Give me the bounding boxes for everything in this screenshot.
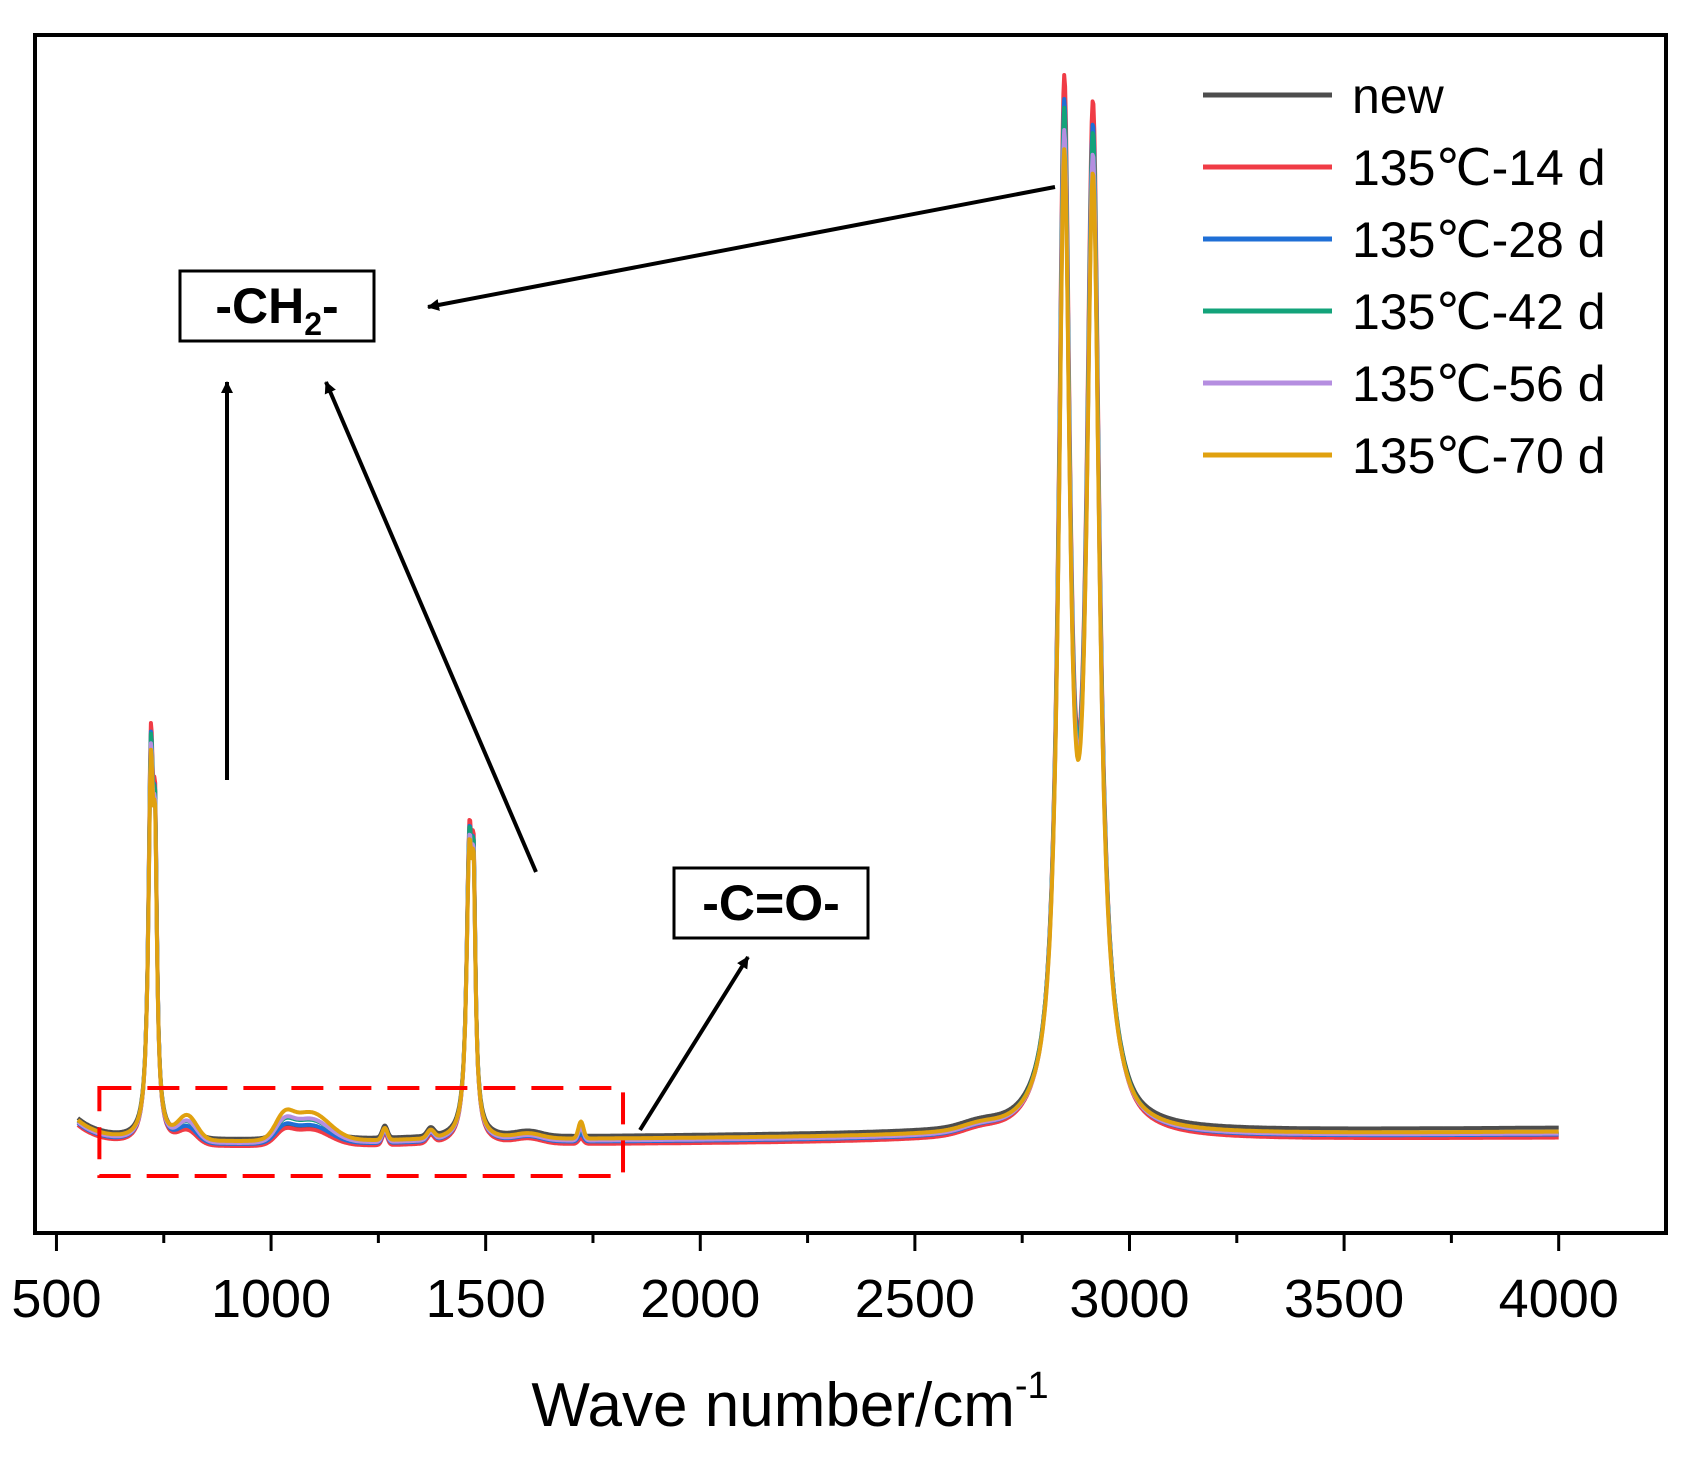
legend-label-5: 135℃-70 d (1352, 428, 1606, 484)
series-line-3 (76, 105, 1560, 1144)
x-tick-label-3000: 3000 (1069, 1269, 1189, 1329)
arrow-1462-to-ch2 (324, 381, 538, 873)
arrow-1720-to-co (638, 955, 750, 1132)
x-tick-label-3500: 3500 (1284, 1269, 1404, 1329)
x-axis-title: Wave number/cm-1 (531, 1365, 1048, 1440)
legend-label-4: 135℃-56 d (1352, 356, 1606, 412)
ch2-label: -CH2- (215, 278, 338, 342)
x-tick-label-4000: 4000 (1499, 1269, 1619, 1329)
plot-frame (33, 33, 1668, 1235)
ch2-label-main: -CH (215, 278, 304, 334)
ch2-label-tail: - (322, 278, 339, 334)
legend: new 135℃-14 d 135℃-28 d 135℃-42 d 135℃-56 d 1… (1203, 68, 1606, 484)
co-label-box (672, 866, 870, 940)
ch2-annotation: -CH2- (178, 269, 376, 343)
legend-label-1: 135℃-14 d (1352, 140, 1606, 196)
legend-label-0: new (1352, 68, 1445, 124)
ch2-label-box (178, 269, 376, 343)
arrow-2848-to-ch2 (427, 185, 1056, 311)
x-axis-title-text: Wave number/cm (531, 1371, 1015, 1440)
x-axis-title-superscript: -1 (1015, 1365, 1049, 1407)
series-line-1 (76, 73, 1560, 1148)
x-tick-label-2500: 2500 (855, 1269, 975, 1329)
co-annotation: -C=O- (672, 866, 870, 940)
highlight-region (97, 1086, 626, 1178)
x-axis: 500 1000 1500 2000 2500 3000 3500 4000 (11, 1233, 1619, 1329)
x-tick-label-1500: 1500 (426, 1269, 546, 1329)
legend-label-3: 135℃-42 d (1352, 284, 1606, 340)
series-group (76, 73, 1560, 1148)
x-tick-label-2000: 2000 (640, 1269, 760, 1329)
ch2-label-sub: 2 (304, 306, 322, 342)
x-tick-label-500: 500 (11, 1269, 101, 1329)
series-line-2 (76, 97, 1560, 1146)
co-label: -C=O- (702, 875, 840, 931)
x-tick-label-1000: 1000 (211, 1269, 331, 1329)
series-line-5 (76, 147, 1560, 1143)
legend-label-2: 135℃-28 d (1352, 212, 1606, 268)
